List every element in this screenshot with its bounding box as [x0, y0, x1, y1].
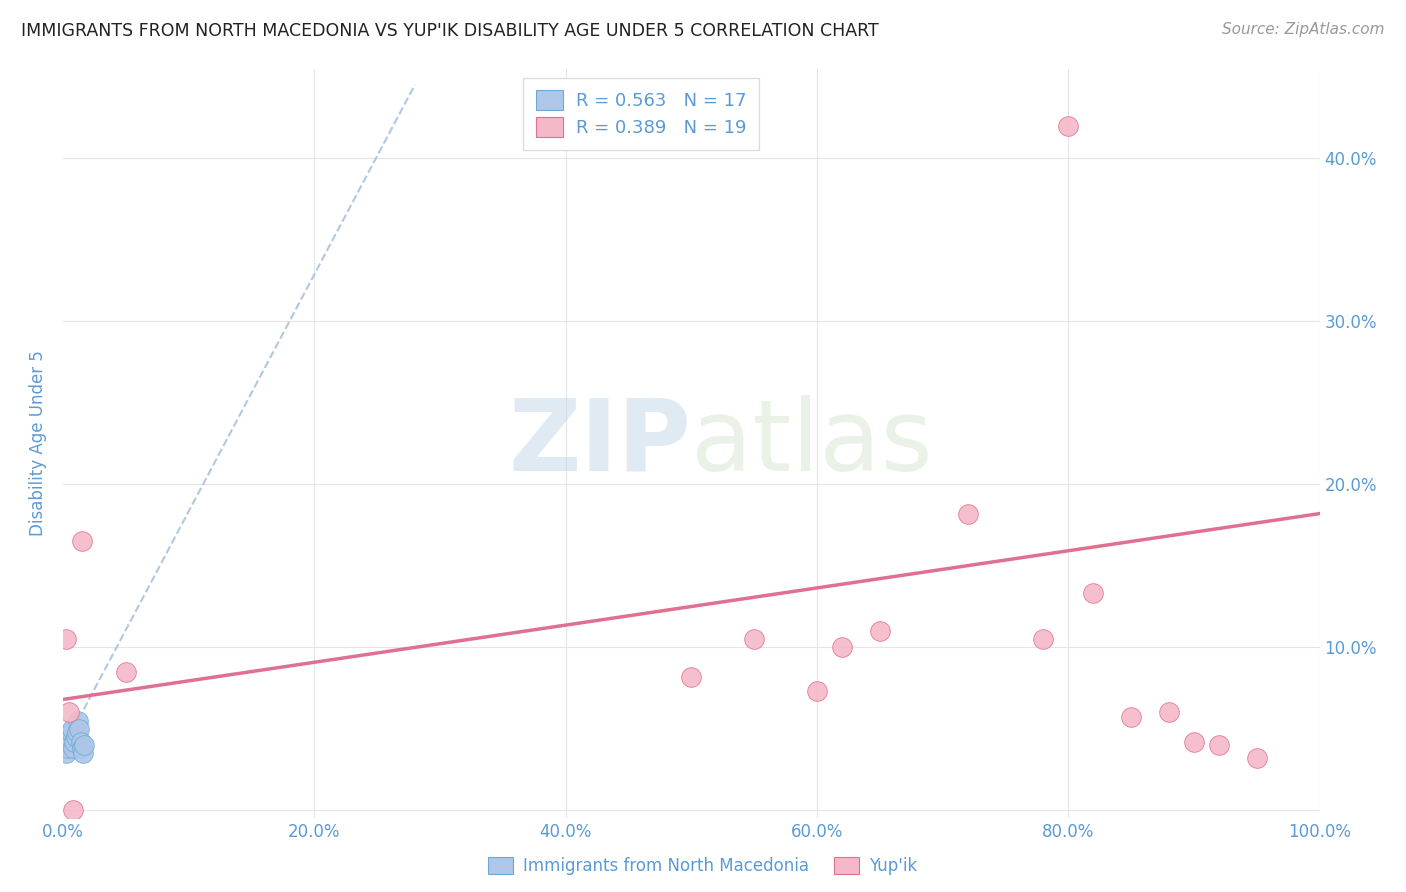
Point: [1057, 119, 1080, 133]
Text: Source: ZipAtlas.com: Source: ZipAtlas.com: [1222, 22, 1385, 37]
Point: [70, 534, 93, 549]
Point: [742, 632, 765, 647]
Point: [73, 738, 96, 752]
Point: [63, 735, 86, 749]
Point: [60, 722, 83, 736]
Point: [681, 670, 703, 684]
Point: [1157, 706, 1180, 720]
Point: [58, 706, 80, 720]
Point: [67, 714, 90, 728]
Point: [58, 730, 80, 744]
Point: [115, 665, 138, 679]
Point: [67, 722, 90, 736]
Point: [62, 803, 84, 817]
Y-axis label: Disability Age Under 5: Disability Age Under 5: [30, 351, 46, 536]
Point: [53, 738, 76, 752]
Point: [1246, 751, 1268, 765]
Point: [1083, 586, 1105, 600]
Point: [1119, 710, 1142, 724]
Point: [69, 735, 91, 749]
Text: atlas: atlas: [692, 395, 934, 492]
Point: [70, 741, 93, 756]
Point: [1182, 735, 1205, 749]
Point: [806, 684, 828, 698]
Point: [59, 725, 82, 739]
Point: [956, 507, 979, 521]
Point: [1032, 632, 1054, 647]
Text: ZIP: ZIP: [509, 395, 692, 492]
Legend: Immigrants from North Macedonia, Yup'ik: Immigrants from North Macedonia, Yup'ik: [479, 849, 927, 884]
Point: [869, 624, 891, 638]
Point: [56, 741, 79, 756]
Point: [65, 730, 87, 744]
Text: IMMIGRANTS FROM NORTH MACEDONIA VS YUP'IK DISABILITY AGE UNDER 5 CORRELATION CHA: IMMIGRANTS FROM NORTH MACEDONIA VS YUP'I…: [21, 22, 879, 40]
Point: [55, 632, 77, 647]
Point: [56, 735, 79, 749]
Point: [62, 741, 84, 756]
Point: [72, 746, 94, 760]
Point: [1208, 738, 1230, 752]
Point: [66, 725, 89, 739]
Legend: R = 0.563   N = 17, R = 0.389   N = 19: R = 0.563 N = 17, R = 0.389 N = 19: [523, 78, 759, 150]
Point: [55, 746, 77, 760]
Point: [831, 640, 853, 655]
